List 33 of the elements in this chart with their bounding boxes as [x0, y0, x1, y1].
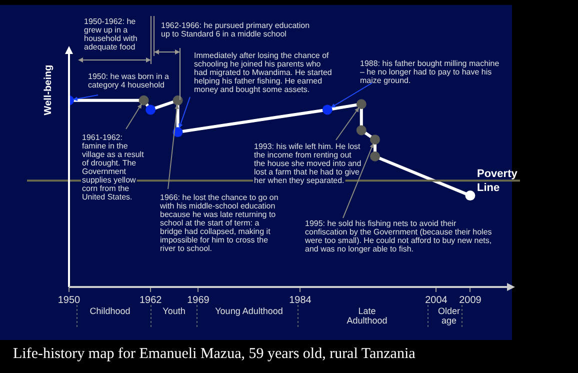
point	[322, 104, 332, 115]
point	[172, 95, 183, 106]
text: 1962-1966: he pursued primary education up to Standard 6 in a middle school	[161, 21, 310, 39]
annotation: 1950: he was born in a category 4 household	[88, 72, 170, 90]
annotation: 1993: his wife left him. He lost the income from renting out the house she moved into and lost a farm that he had to give her when they separated.	[254, 142, 362, 186]
annotation: 1988: his father bought milling machine – he no longer had to pay to have his maize ground.	[360, 59, 500, 86]
ref-line-label: Poverty Line	[477, 168, 518, 194]
text: Young Adulthood	[215, 306, 283, 316]
point	[146, 104, 156, 115]
annotation: 1961-1962: famine in the village as a result of drought. The Government supplies yellow corn from the United States.	[82, 133, 145, 202]
point	[370, 151, 380, 162]
point	[172, 127, 183, 138]
point	[138, 95, 149, 106]
point	[465, 190, 476, 201]
x-tick-label: 1962	[139, 294, 162, 306]
point	[370, 134, 380, 145]
x-tick-label: 1950	[58, 294, 81, 306]
x-tick-label: 2009	[459, 294, 482, 306]
point	[356, 99, 366, 110]
annotation: 1966: he lost the chance to go on with his middle-school education because he was late returning to school at the start of term: a bridge had collapsed, making it impossible for him to cross the river to school.	[159, 193, 278, 254]
text: Life-history map for Emanueli Mazua, 59 years old, rural Tanzania	[12, 346, 416, 363]
annotation: 1995: he sold his fishing nets to avoid their confiscation by the Government (because their holes were too small). He could not afford to buy new nets, and was no longer able to fish.	[304, 219, 492, 254]
x-tick-label: 1984	[289, 294, 312, 306]
x-tick-label: 2004	[425, 294, 448, 306]
text: 1950-1962: he grew up in a household with adequate food	[84, 17, 138, 52]
y-axis-title: Well-being	[42, 64, 54, 116]
text: Youth	[162, 306, 186, 316]
text: Childhood	[90, 306, 130, 316]
text: Late Adulthood	[346, 306, 388, 326]
point	[356, 125, 366, 136]
text: Older age	[438, 306, 460, 326]
annotation: Immediately after losing the chance of schooling he joined his parents who had migrated to Mwandima. He started helping his father fishing. He earned money and bought some assets.	[194, 51, 332, 94]
x-tick-label: 1969	[187, 294, 210, 306]
